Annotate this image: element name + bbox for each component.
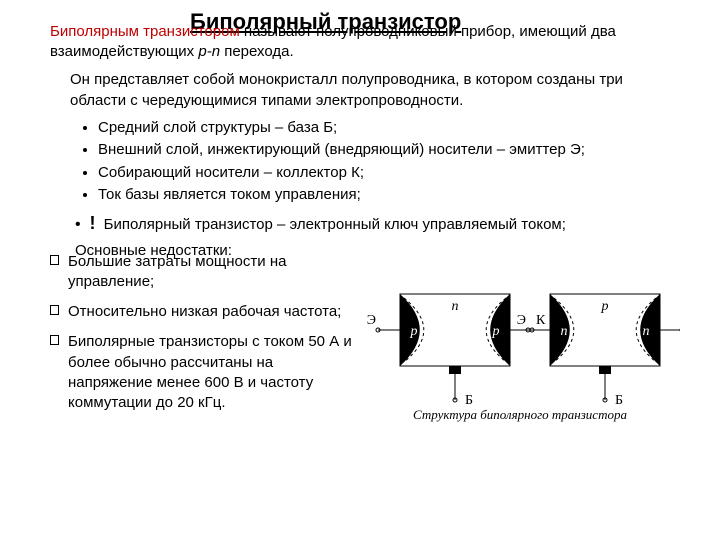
drawback-text: Относительно низкая рабочая частота; [68, 303, 341, 320]
svg-text:p: p [601, 299, 609, 314]
bullet-item: Собирающий носители – коллектор К; [98, 162, 680, 185]
diagram-caption: Структура биполярного транзистора [360, 407, 680, 423]
svg-text:n: n [643, 324, 650, 339]
two-column-row: Большие затраты мощности на управление; … [50, 260, 680, 424]
structure-bullets: Средний слой структуры – база Б; Внешний… [80, 117, 680, 207]
svg-text:Э: Э [517, 313, 526, 328]
bullet-item: Ток базы является током управления; [98, 184, 680, 207]
svg-text:n: n [561, 324, 568, 339]
exclamation-icon: ! [90, 213, 96, 233]
diagram-column: ppnЭКБnnpЭКБ Структура биполярного транз… [360, 260, 680, 423]
svg-text:n: n [452, 299, 459, 314]
svg-text:Э: Э [367, 313, 376, 328]
drawback-text: Большие затраты мощности на управление; [68, 253, 286, 290]
key-statement-text: Биполярный транзистор – электронный ключ… [104, 216, 566, 233]
drawbacks-column: Большие затраты мощности на управление; … [50, 260, 360, 424]
empty-bullet-icon [50, 335, 59, 345]
monocrystal-paragraph: Он представляет собой монокристалл полуп… [70, 69, 670, 111]
bullet-item: Внешний слой, инжектирующий (внедряющий)… [98, 139, 680, 162]
drawback-item: Большие затраты мощности на управление; [50, 252, 360, 293]
intro-italic-pn: p-n [198, 43, 220, 60]
intro-text-2: перехода. [220, 43, 294, 60]
intro-red-term: Биполярным транзистором [50, 23, 240, 40]
svg-text:p: p [492, 324, 500, 339]
transistor-structure-diagram: ppnЭКБnnpЭКБ [360, 274, 680, 404]
svg-text:Б: Б [615, 393, 623, 404]
empty-bullet-icon [50, 255, 59, 265]
slide-root: Биполярный транзистор Биполярным транзис… [0, 0, 720, 540]
empty-bullet-icon [50, 305, 59, 315]
drawbacks-list: Большие затраты мощности на управление; … [50, 252, 360, 414]
drawback-item: Биполярные транзисторы с током 50 А и бо… [50, 332, 360, 413]
key-statement: • ! Биполярный транзистор – электронный … [75, 213, 680, 234]
svg-text:Б: Б [465, 393, 473, 404]
drawback-text: Биполярные транзисторы с током 50 А и бо… [68, 333, 352, 411]
svg-text:p: p [410, 324, 418, 339]
intro-paragraph: Биполярным транзистором называют полупро… [50, 22, 680, 63]
svg-text:К: К [536, 313, 546, 328]
bullet-dot: • [75, 216, 90, 233]
bullet-item: Средний слой структуры – база Б; [98, 117, 680, 140]
drawback-item: Относительно низкая рабочая частота; [50, 302, 360, 322]
